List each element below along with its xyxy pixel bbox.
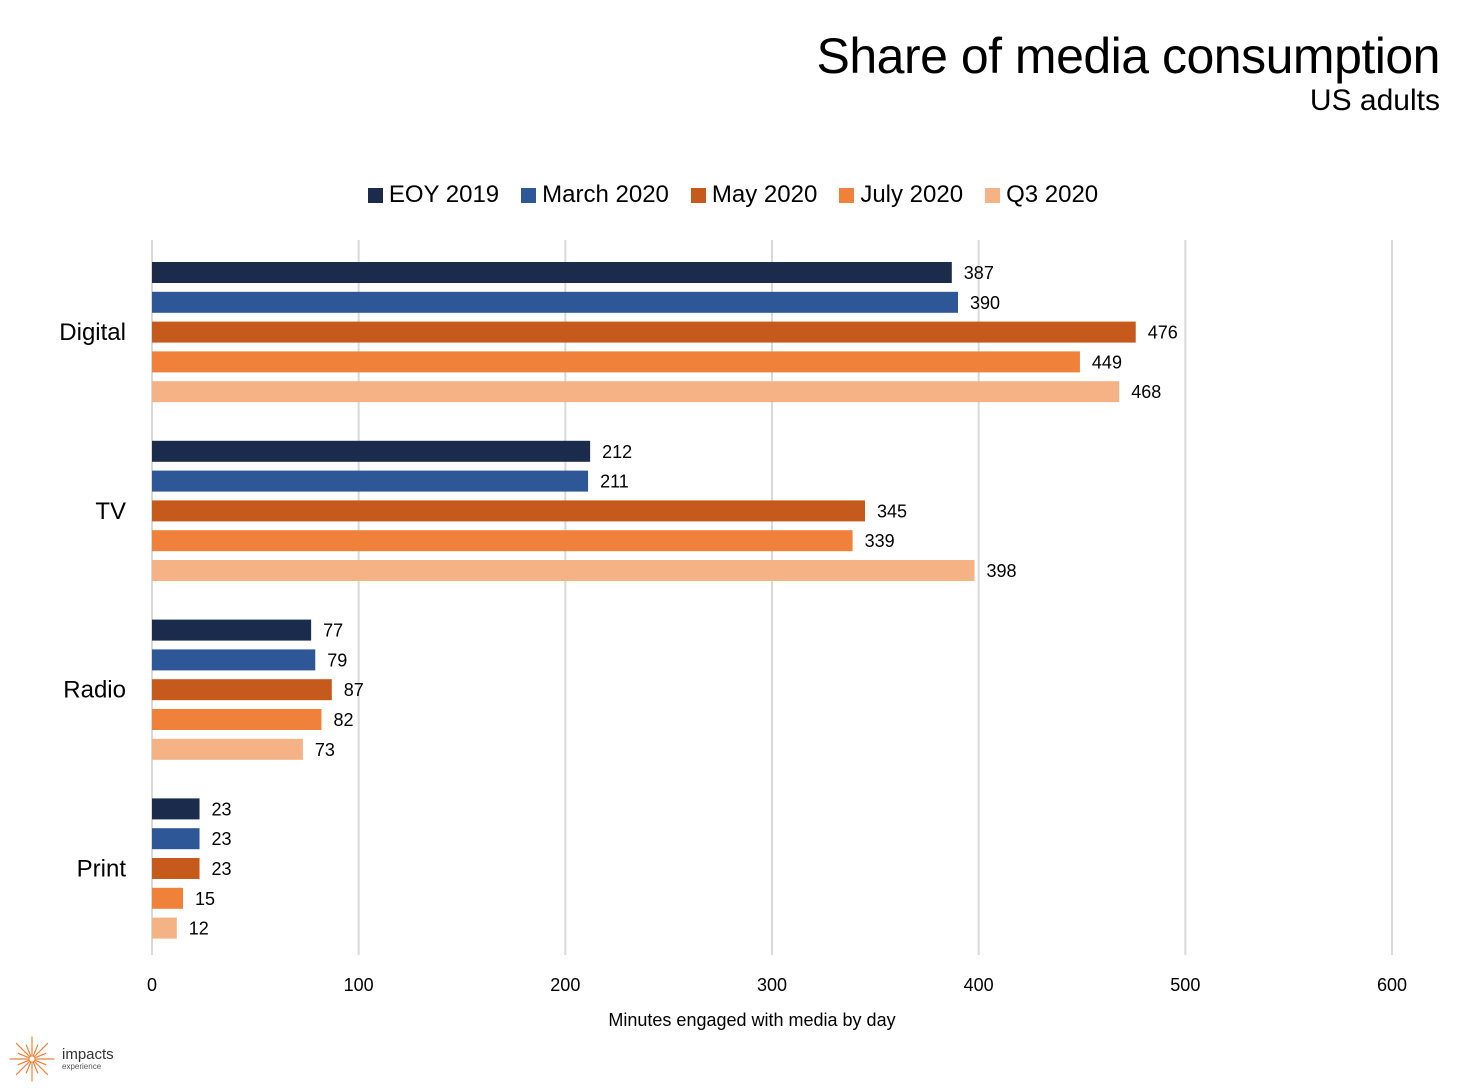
data-label: 23 (212, 859, 232, 879)
x-tick-label: 100 (344, 975, 374, 995)
data-label: 387 (964, 263, 994, 283)
legend-item: May 2020 (690, 181, 818, 209)
legend-item: Q3 2020 (985, 181, 1098, 209)
x-tick-label: 200 (550, 975, 580, 995)
bar (152, 649, 316, 671)
data-label: 390 (970, 293, 1000, 313)
category-label: TV (95, 498, 126, 525)
x-tick-label: 400 (964, 975, 994, 995)
x-tick-label: 600 (1377, 975, 1407, 995)
legend-item: EOY 2019 (367, 181, 500, 209)
logo-ray (25, 1044, 32, 1057)
legend-label: Q3 2020 (1006, 181, 1099, 208)
data-label: 79 (327, 650, 347, 670)
brand-name: impacts (62, 1046, 114, 1063)
legend-swatch (521, 187, 537, 203)
logo-ray (17, 1059, 30, 1066)
bar (152, 351, 1080, 373)
data-label: 449 (1092, 352, 1122, 372)
bar (152, 500, 865, 522)
logo-ray (15, 1060, 31, 1076)
data-label: 15 (195, 889, 215, 909)
data-label: 476 (1148, 323, 1178, 343)
bar (152, 291, 958, 313)
brand-logo: impacts experience (8, 1034, 114, 1084)
logo-ray (15, 1042, 31, 1058)
bar (152, 679, 332, 701)
data-label: 23 (212, 799, 232, 819)
data-label: 12 (189, 919, 209, 939)
bar (152, 530, 853, 552)
logo-ray (32, 1044, 39, 1057)
data-label: 87 (344, 680, 364, 700)
bar (152, 440, 591, 462)
legend-label: EOY 2019 (388, 181, 500, 208)
chart-legend: EOY 2019 March 2020 May 2020 July 2020 Q3 20… (0, 181, 1466, 209)
legend-item: March 2020 (521, 181, 669, 209)
bar (152, 828, 200, 850)
logo-ray (33, 1060, 49, 1076)
bar (152, 470, 589, 492)
logo-ray (25, 1061, 32, 1074)
data-label: 82 (333, 710, 353, 730)
category-label: Digital (59, 319, 126, 346)
logo-ray (34, 1059, 47, 1066)
bar (152, 917, 177, 939)
bar (152, 887, 183, 909)
chart-subtitle: US adults (1309, 84, 1440, 117)
x-tick-label: 500 (1170, 975, 1200, 995)
data-label: 468 (1131, 382, 1161, 402)
data-label: 77 (323, 621, 343, 641)
bar (152, 262, 952, 283)
bar (152, 619, 312, 641)
legend-item: July 2020 (839, 181, 963, 209)
legend-swatch (367, 187, 383, 203)
bar (152, 858, 200, 879)
logo-ray (34, 1052, 47, 1059)
legend-swatch (839, 187, 855, 203)
data-label: 23 (212, 829, 232, 849)
x-axis-label: Minutes engaged with media by day (608, 1010, 895, 1030)
sunburst-logo-icon (9, 1036, 55, 1082)
category-label: Print (77, 856, 127, 883)
data-label: 339 (865, 531, 895, 551)
category-label: Radio (63, 677, 126, 704)
data-label: 398 (987, 561, 1017, 581)
bar (152, 560, 975, 581)
bar (152, 321, 1136, 343)
bar (152, 738, 303, 760)
logo-ray (32, 1061, 39, 1074)
data-label: 345 (877, 501, 907, 521)
data-label: 212 (602, 442, 632, 462)
legend-label: March 2020 (542, 181, 669, 208)
brand-tagline: experience (62, 1062, 102, 1071)
data-label: 211 (600, 472, 629, 492)
x-tick-label: 300 (757, 975, 787, 995)
bar (152, 798, 200, 820)
legend-swatch (985, 187, 1001, 203)
legend-label: July 2020 (860, 181, 964, 208)
logo-ray (17, 1052, 30, 1059)
x-tick-label: 0 (147, 975, 157, 995)
chart-title: Share of media consumption (816, 28, 1441, 84)
bar (152, 709, 322, 730)
legend-swatch (690, 187, 706, 203)
logo-ray (33, 1042, 49, 1058)
data-label: 73 (315, 740, 335, 760)
bar (152, 381, 1120, 403)
legend-label: May 2020 (711, 181, 818, 208)
